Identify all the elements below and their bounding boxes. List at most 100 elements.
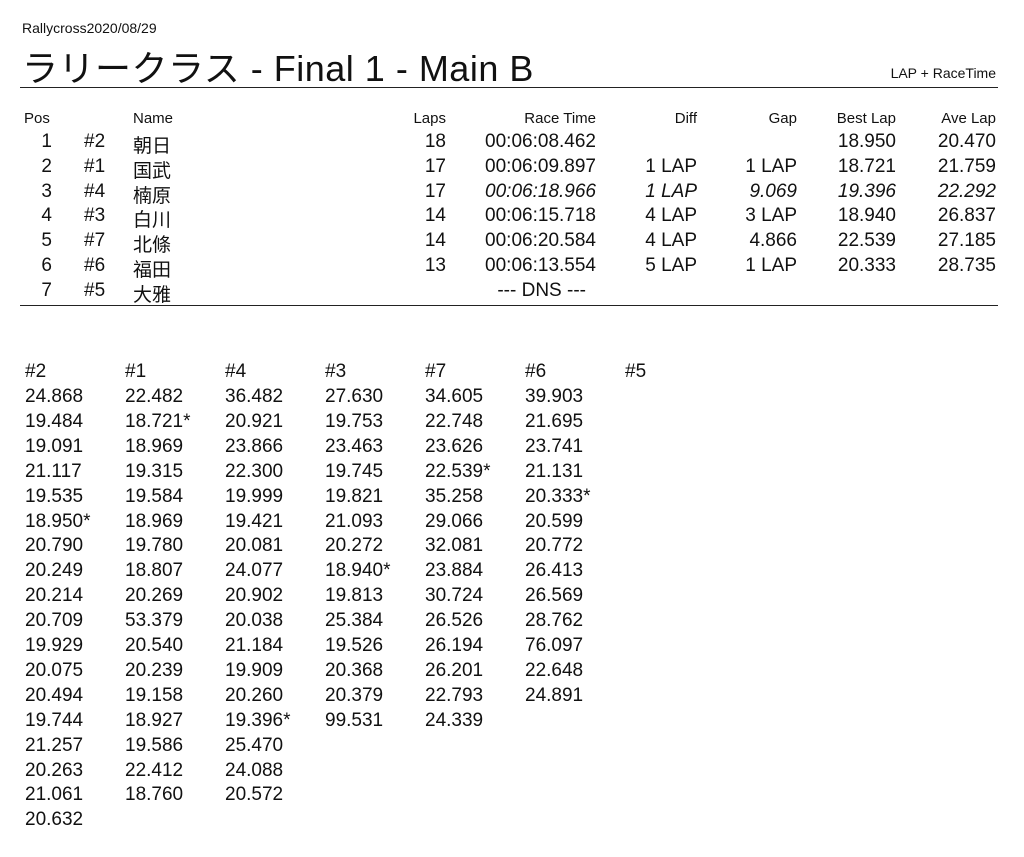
cell-gap: 9.069: [749, 180, 797, 202]
lap-time: 19.780: [125, 535, 184, 557]
cell-race-time: 00:06:13.554: [485, 255, 596, 276]
lap-time: 20.075: [25, 659, 84, 681]
cell-pos: 4: [41, 205, 52, 227]
lap-time: 24.077: [225, 560, 284, 582]
lap-time: 18.721*: [125, 410, 191, 432]
lap-time: 23.741: [525, 435, 584, 457]
lap-time: 19.929: [25, 635, 84, 656]
lap-time: 29.066: [425, 510, 484, 532]
lap-time: 19.745: [325, 460, 384, 482]
lap-time: 26.526: [425, 610, 484, 632]
lap-time: 18.969: [125, 435, 184, 457]
cell-best-lap: 18.940: [837, 205, 896, 227]
lap-time: 20.260: [225, 684, 284, 706]
page-title: ラリークラス - Final 1 - Main B: [22, 48, 534, 89]
cell-driver-name: 国武: [133, 160, 172, 182]
lap-time: 28.762: [525, 610, 584, 632]
lap-time: 20.379: [325, 684, 384, 706]
cell-gap: 3 LAP: [745, 205, 797, 227]
cell-car-number: #7: [84, 230, 106, 252]
lap-time: 22.748: [425, 410, 484, 432]
lap-time: 19.744: [25, 709, 84, 731]
cell-gap: 4.866: [749, 230, 797, 252]
lap-time: 20.572: [225, 784, 284, 806]
lap-time: 19.484: [25, 410, 84, 432]
lap-time: 21.093: [325, 510, 384, 532]
lap-time: 20.249: [25, 560, 84, 582]
cell-pos: 1: [41, 131, 52, 152]
lap-time: 26.569: [525, 585, 584, 607]
cell-gap: 1 LAP: [745, 155, 797, 177]
cell-pos: 2: [41, 155, 52, 177]
lap-time: 21.131: [525, 460, 584, 482]
lap-time: 20.772: [525, 535, 584, 557]
col-header-laps: Laps: [413, 110, 446, 127]
cell-best-lap: 18.950: [837, 131, 896, 152]
cell-pos: 6: [41, 255, 52, 276]
cell-race-time: 00:06:18.966: [485, 180, 596, 202]
lap-time: 18.927: [125, 709, 184, 731]
lap-time: 20.632: [25, 809, 84, 831]
cell-race-time: 00:06:09.897: [485, 155, 596, 177]
header-divider: [20, 87, 998, 88]
cell-diff: 1 LAP: [645, 155, 697, 177]
cell-car-number: #1: [84, 155, 106, 177]
col-header-diff: Diff: [674, 110, 697, 127]
lap-time: 26.413: [525, 560, 584, 582]
cell-driver-name: 楠原: [133, 185, 172, 207]
lap-time: 18.760: [125, 784, 184, 806]
cell-pos: 7: [41, 279, 52, 301]
lap-time: 53.379: [125, 610, 184, 632]
cell-best-lap: 20.333: [837, 255, 896, 276]
lap-time: 35.258: [425, 485, 484, 507]
lap-column-header: #6: [525, 361, 547, 382]
lap-time: 27.630: [325, 386, 384, 407]
cell-car-number: #5: [84, 279, 106, 301]
lap-time: 19.526: [325, 635, 384, 656]
lap-time: 18.807: [125, 560, 184, 582]
lap-time: 19.821: [325, 485, 384, 507]
cell-race-time: --- DNS ---: [497, 279, 586, 301]
lap-time: 26.194: [425, 635, 484, 656]
cell-race-time: 00:06:08.462: [485, 131, 596, 152]
lap-column-header: #1: [125, 361, 147, 382]
cell-pos: 5: [41, 230, 52, 252]
lap-time: 18.940*: [325, 560, 391, 582]
cell-car-number: #6: [84, 255, 106, 276]
lap-time: 20.368: [325, 659, 384, 681]
lap-column-header: #5: [625, 361, 647, 382]
cell-car-number: #4: [84, 180, 106, 202]
cell-ave-lap: 22.292: [937, 180, 996, 202]
lap-time: 26.201: [425, 659, 484, 681]
lap-time: 20.790: [25, 535, 84, 557]
lap-time: 20.921: [225, 410, 284, 432]
lap-time: 23.884: [425, 560, 484, 582]
cell-pos: 3: [41, 180, 52, 202]
lap-time: 19.999: [225, 485, 284, 507]
lap-time: 19.586: [125, 734, 184, 756]
lap-time: 22.412: [125, 759, 184, 781]
lap-time: 25.384: [325, 610, 384, 632]
cell-laps: 17: [424, 180, 446, 202]
lap-time: 19.813: [325, 585, 384, 607]
lap-time: 19.315: [125, 460, 184, 482]
lap-time: 18.969: [125, 510, 184, 532]
lap-time: 23.866: [225, 435, 284, 457]
lap-time: 99.531: [325, 709, 384, 731]
cell-laps: 13: [424, 255, 446, 276]
lap-time: 19.753: [325, 410, 384, 432]
lap-time: 20.272: [325, 535, 384, 557]
lap-time: 18.950*: [25, 510, 91, 532]
col-header-gap: Gap: [768, 110, 797, 127]
col-header-ave-lap: Ave Lap: [941, 110, 996, 127]
lap-time: 19.584: [125, 485, 184, 507]
lap-time: 20.902: [225, 585, 284, 607]
cell-driver-name: 朝日: [133, 136, 172, 157]
lap-time: 36.482: [225, 386, 284, 407]
lap-time: 20.540: [125, 635, 184, 656]
lap-time: 39.903: [525, 386, 584, 407]
cell-best-lap: 18.721: [837, 155, 896, 177]
cell-race-time: 00:06:20.584: [485, 230, 596, 252]
lap-time: 25.470: [225, 734, 284, 756]
lap-time: 21.695: [525, 410, 584, 432]
